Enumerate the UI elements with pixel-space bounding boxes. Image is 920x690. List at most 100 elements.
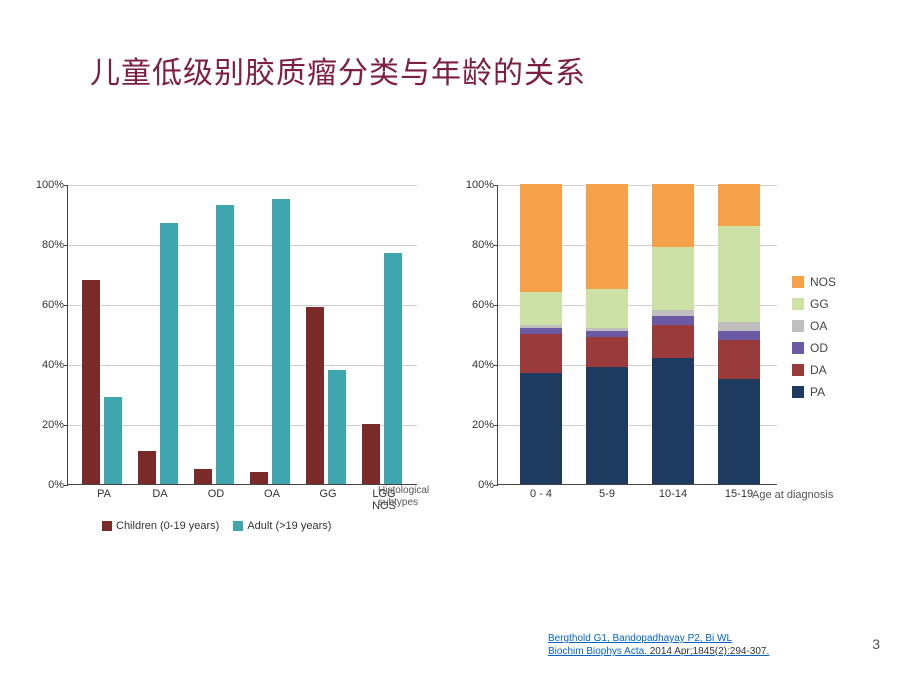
chart2-ylabel: 20% xyxy=(454,419,494,431)
legend-label: DA xyxy=(810,363,827,377)
chart2-ylabel: 100% xyxy=(454,179,494,191)
legend-label: OA xyxy=(810,319,827,333)
chart1-ytick xyxy=(64,425,68,426)
chart2-segment xyxy=(586,367,628,484)
chart2-segment xyxy=(718,184,760,226)
chart2-ylabel: 60% xyxy=(454,299,494,311)
chart2-plot: 0%20%40%60%80%100%0 - 45-910-1415-19 xyxy=(497,185,777,485)
chart2-legend-item: DA xyxy=(792,363,836,377)
legend-swatch xyxy=(102,521,112,531)
chart2-segment xyxy=(520,292,562,325)
legend-label: PA xyxy=(810,385,825,399)
chart2-segment xyxy=(718,340,760,379)
chart1-gridline xyxy=(68,305,417,306)
chart1-bar xyxy=(138,451,156,484)
chart1-ytick xyxy=(64,245,68,246)
chart2-segment xyxy=(520,328,562,334)
chart1-bar xyxy=(384,253,402,484)
legend-swatch xyxy=(792,342,804,354)
legend-label: Adult (>19 years) xyxy=(247,520,331,532)
chart1-bar xyxy=(306,307,324,484)
chart2-segment xyxy=(652,316,694,325)
chart2-segment xyxy=(520,325,562,328)
chart2-segment xyxy=(652,247,694,310)
citation-link[interactable]: Bergthold G xyxy=(548,633,601,644)
chart1-ylabel: 60% xyxy=(24,299,64,311)
chart2-ytick xyxy=(494,365,498,366)
legend-swatch xyxy=(792,386,804,398)
chart1-bar xyxy=(160,223,178,484)
chart1-gridline xyxy=(68,245,417,246)
citation-link[interactable]: Biochim Biophys Acta. xyxy=(548,646,647,657)
chart2-segment xyxy=(718,331,760,340)
chart2-segment xyxy=(652,325,694,358)
chart1-bar xyxy=(272,199,290,484)
chart2-segment xyxy=(652,310,694,316)
chart2-legend: NOS GG OA OD DA PA xyxy=(792,275,836,407)
chart1-bar xyxy=(194,469,212,484)
chart1-legend-item: Children (0-19 years) xyxy=(102,520,219,532)
chart-histology-by-age-group: 0%20%40%60%80%100%PADAODOAGGLGGNOS Histo… xyxy=(22,185,417,485)
page-number: 3 xyxy=(872,636,880,652)
legend-swatch xyxy=(233,521,243,531)
chart2-ytick xyxy=(494,185,498,186)
legend-label: Children (0-19 years) xyxy=(116,520,219,532)
chart1-ylabel: 0% xyxy=(24,479,64,491)
chart2-ylabel: 0% xyxy=(454,479,494,491)
chart1-xlabel: OA xyxy=(248,484,296,500)
chart2-segment xyxy=(652,184,694,247)
citation-link[interactable]: Bi WL xyxy=(705,633,732,644)
chart2-segment xyxy=(718,379,760,484)
chart1-xlabel: GG xyxy=(304,484,352,500)
chart1-gridline xyxy=(68,185,417,186)
legend-swatch xyxy=(792,276,804,288)
chart1-ytick xyxy=(64,185,68,186)
chart2-column: 15-19 xyxy=(718,184,760,484)
citation: Bergthold G1, Bandopadhayay P2, Bi WLBio… xyxy=(548,632,769,658)
chart1-xlabel: PA xyxy=(80,484,128,500)
chart1-ytick xyxy=(64,365,68,366)
chart2-ytick xyxy=(494,485,498,486)
legend-swatch xyxy=(792,364,804,376)
chart2-column: 10-14 xyxy=(652,184,694,484)
chart1-xlabel: DA xyxy=(136,484,184,500)
chart1-bar xyxy=(328,370,346,484)
chart-subtype-by-age: 0%20%40%60%80%100%0 - 45-910-1415-19 Age… xyxy=(452,185,892,485)
chart2-segment xyxy=(520,184,562,292)
chart2-legend-item: GG xyxy=(792,297,836,311)
chart2-segment xyxy=(652,358,694,484)
chart2-legend-item: OD xyxy=(792,341,836,355)
chart1-xlabel: OD xyxy=(192,484,240,500)
chart1-ytick xyxy=(64,485,68,486)
chart2-ylabel: 80% xyxy=(454,239,494,251)
chart2-ylabel: 40% xyxy=(454,359,494,371)
chart1-bar xyxy=(216,205,234,484)
chart1-bar xyxy=(362,424,380,484)
chart2-segment xyxy=(520,373,562,484)
chart1-bar xyxy=(250,472,268,484)
chart2-segment xyxy=(586,331,628,337)
chart2-ytick xyxy=(494,305,498,306)
chart1-ylabel: 20% xyxy=(24,419,64,431)
chart2-segment xyxy=(586,184,628,289)
chart1-ylabel: 100% xyxy=(24,179,64,191)
chart1-ylabel: 40% xyxy=(24,359,64,371)
chart2-column: 5-9 xyxy=(586,184,628,484)
citation-tail: 2014 Apr;1845(2):294-307. xyxy=(647,646,769,657)
chart2-legend-item: NOS xyxy=(792,275,836,289)
chart1-ytick xyxy=(64,305,68,306)
chart1-gridline xyxy=(68,365,417,366)
chart2-segment xyxy=(718,322,760,331)
legend-swatch xyxy=(792,298,804,310)
legend-swatch xyxy=(792,320,804,332)
chart2-segment xyxy=(520,334,562,373)
chart1-legend-item: Adult (>19 years) xyxy=(233,520,331,532)
chart2-xaxis-label: Age at diagnosis xyxy=(752,489,833,501)
chart2-xlabel: 10-14 xyxy=(652,484,694,500)
chart2-legend-item: OA xyxy=(792,319,836,333)
legend-label: NOS xyxy=(810,275,836,289)
chart2-segment xyxy=(718,226,760,322)
citation-link[interactable]: Bandopadhayay P xyxy=(613,633,695,644)
chart1-ylabel: 80% xyxy=(24,239,64,251)
chart2-segment xyxy=(586,289,628,328)
